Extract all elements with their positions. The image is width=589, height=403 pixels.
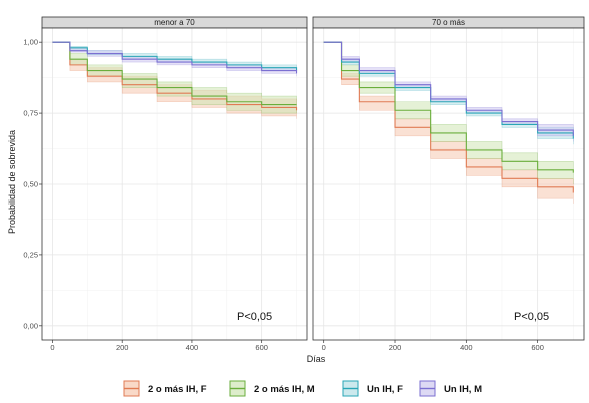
legend-item-2: 2 o más IH, M [229, 380, 315, 397]
x-tick-label: 200 [116, 343, 129, 352]
legend: 2 o más IH, F 2 o más IH, M Un IH, F Un IH,… [123, 380, 482, 397]
panel-border [312, 27, 585, 341]
legend-label: 2 o más IH, F [148, 384, 207, 395]
legend-label: 2 o más IH, M [254, 384, 315, 395]
y-tick-label: 0,75 [23, 109, 38, 118]
y-tick-label: 0,00 [23, 321, 38, 330]
facet-panel-1: menor a 70 0 200 400 600 0,00 0,25 0,50 0,75 1,00… [23, 16, 308, 352]
facet-strip-label: menor a 70 [154, 18, 195, 27]
x-tick-label: 0 [322, 343, 326, 352]
x-tick-label: 0 [50, 343, 54, 352]
y-tick-label: 1,00 [23, 38, 38, 47]
x-tick-label: 600 [255, 343, 268, 352]
x-tick-label: 200 [389, 343, 402, 352]
legend-label: Un IH, F [367, 384, 403, 395]
survival-curve [52, 41, 298, 111]
y-tick-label: 0,50 [23, 180, 38, 189]
p-value-annotation: P<0,05 [514, 311, 549, 323]
y-tick-label: 0,25 [23, 250, 38, 259]
survival-curve [52, 41, 298, 74]
legend-label: Un IH, M [444, 384, 482, 395]
survival-curve [323, 41, 574, 193]
x-tick-label: 400 [460, 343, 473, 352]
p-value-annotation: P<0,05 [237, 311, 272, 323]
y-axis-title: Probabilidad de sobrevida [7, 130, 17, 234]
survival-curve [52, 41, 297, 106]
x-tick-label: 600 [531, 343, 544, 352]
legend-item-3: Un IH, F [342, 380, 403, 397]
survival-curve [323, 41, 574, 136]
facet-panel-2: 70 o más 0 200 400 600 P<0,05 [312, 16, 585, 352]
x-axis-title: Días [307, 354, 326, 364]
survival-curve [323, 41, 574, 173]
legend-item-4: Un IH, M [419, 380, 482, 397]
facet-panels: menor a 70 0 200 400 600 0,00 0,25 0,50 0,75 1,00… [23, 16, 585, 352]
facet-strip-label: 70 o más [432, 18, 465, 27]
legend-item-1: 2 o más IH, F [123, 380, 207, 397]
x-tick-label: 400 [186, 343, 199, 352]
